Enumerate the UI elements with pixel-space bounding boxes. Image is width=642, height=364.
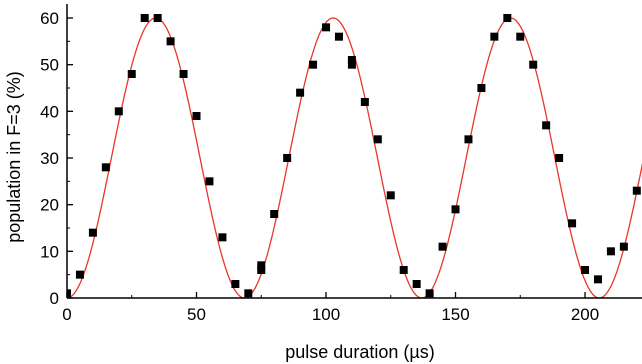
- plot-area: [67, 14, 642, 298]
- data-point: [309, 60, 318, 69]
- data-point: [244, 289, 253, 298]
- x-axis-label: pulse duration (µs): [285, 342, 434, 362]
- x-tick-label: 0: [62, 305, 71, 324]
- data-point: [373, 135, 382, 144]
- data-point: [270, 210, 279, 218]
- fit-curve: [67, 17, 642, 298]
- y-axis-label: population in F=3 (%): [4, 71, 24, 243]
- y-tick-label: 0: [50, 289, 59, 308]
- data-point: [347, 60, 356, 69]
- data-point: [529, 60, 538, 69]
- data-point: [67, 289, 71, 298]
- data-point: [632, 186, 641, 195]
- data-point: [140, 14, 149, 22]
- x-tick-label: 100: [312, 305, 340, 324]
- data-point: [593, 275, 602, 284]
- data-point: [192, 112, 201, 120]
- y-axis-ticks: 0 10 20 30 40 50 60: [40, 9, 73, 308]
- data-point: [503, 14, 512, 22]
- data-point: [257, 261, 266, 270]
- data-point: [283, 154, 292, 162]
- data-point: [88, 228, 97, 237]
- x-tick-label: 50: [187, 305, 206, 324]
- data-point: [360, 98, 369, 106]
- data-point: [75, 270, 84, 279]
- data-point: [425, 289, 434, 298]
- data-point: [218, 233, 227, 242]
- data-point: [606, 247, 615, 256]
- data-point: [101, 163, 110, 172]
- data-point: [619, 242, 628, 251]
- data-point: [451, 205, 460, 214]
- data-point: [153, 14, 162, 22]
- y-tick-label: 10: [40, 242, 59, 261]
- data-point: [386, 191, 395, 200]
- data-point: [205, 177, 214, 186]
- data-point: [412, 280, 421, 288]
- y-tick-label: 40: [40, 102, 59, 121]
- data-point: [516, 32, 525, 41]
- data-point: [464, 135, 473, 144]
- y-tick-label: 20: [40, 196, 59, 215]
- data-point: [399, 266, 408, 274]
- data-point: [490, 32, 499, 41]
- data-point: [542, 121, 551, 130]
- data-points: [67, 14, 641, 298]
- data-point: [581, 266, 590, 274]
- data-point: [179, 70, 188, 78]
- y-tick-label: 30: [40, 149, 59, 168]
- x-tick-label: 150: [441, 305, 469, 324]
- data-point: [438, 242, 447, 251]
- data-point: [166, 37, 175, 46]
- x-tick-label: 200: [571, 305, 599, 324]
- data-point: [347, 56, 356, 64]
- x-axis-ticks: 0 50 100 150 200: [62, 292, 599, 324]
- data-point: [231, 280, 240, 288]
- data-point: [127, 70, 136, 78]
- data-point: [568, 219, 577, 228]
- data-point: [477, 84, 486, 92]
- data-point: [114, 107, 123, 116]
- data-point: [555, 154, 564, 162]
- y-tick-label: 50: [40, 56, 59, 75]
- data-point: [334, 32, 343, 41]
- data-point: [322, 23, 331, 32]
- data-point: [296, 88, 305, 97]
- data-point: [257, 266, 266, 274]
- y-tick-label: 60: [40, 9, 59, 28]
